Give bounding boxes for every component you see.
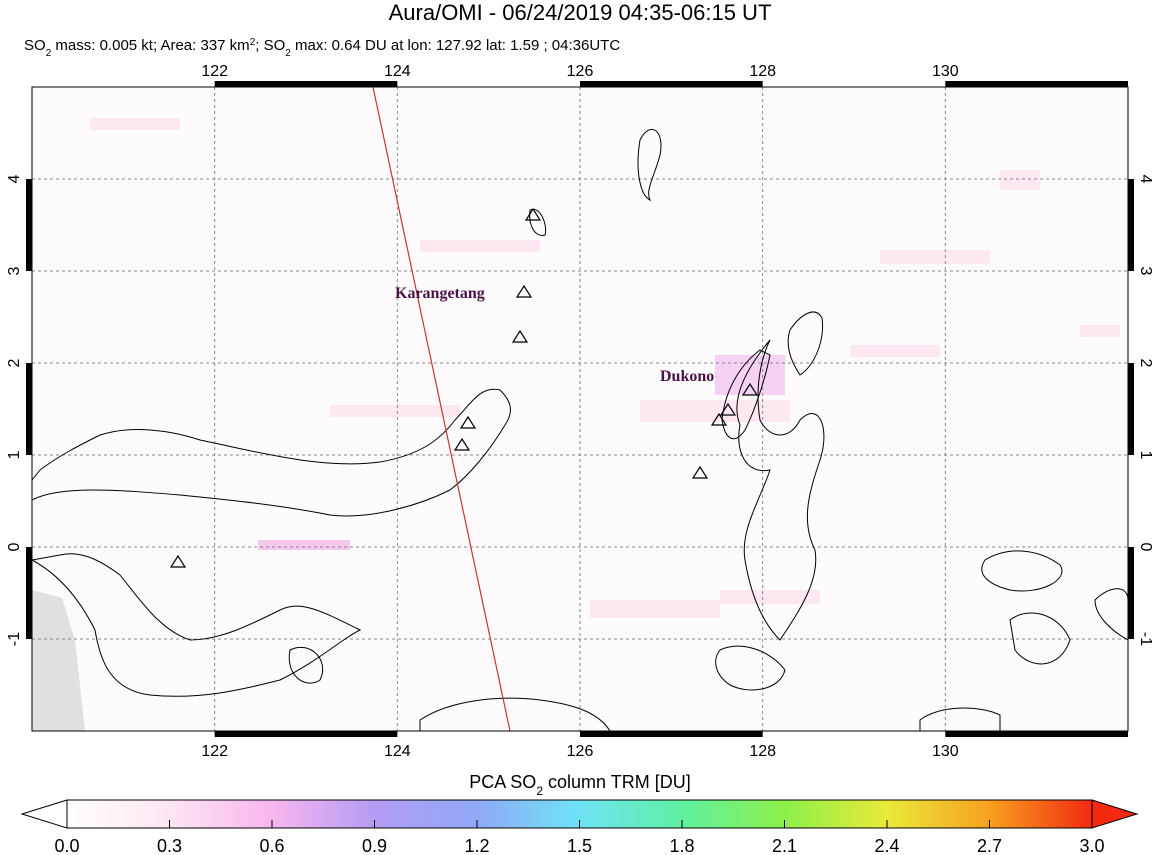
y-tick-label: 1 — [1137, 451, 1154, 460]
y-tick-label: 4 — [6, 174, 23, 183]
frame-bar — [580, 731, 763, 737]
y-tick-label: 0 — [1137, 543, 1154, 552]
x-tick-label: 126 — [567, 743, 594, 760]
x-tick-label: 122 — [201, 743, 228, 760]
frame-bar — [580, 81, 763, 87]
y-tick-label: -1 — [6, 632, 23, 646]
x-tick-label: 122 — [201, 63, 228, 80]
coastline — [1009, 612, 1071, 665]
coastline — [288, 646, 324, 684]
y-tick-label: 4 — [1137, 175, 1154, 184]
x-tick-label: 130 — [932, 63, 959, 80]
coastlines — [32, 128, 1128, 731]
colorbar-tick-label: 1.5 — [567, 836, 592, 855]
coastline — [529, 208, 547, 236]
coastline — [419, 697, 611, 731]
faint-retrievals — [90, 118, 1120, 618]
colorbar-under-arrow — [20, 799, 68, 829]
volcanoes: Karangetang Dukono — [169, 207, 759, 568]
frame-bar — [26, 179, 32, 271]
retrieval-pixel — [258, 540, 350, 550]
colorbar-label-part: column TRM [DU] — [543, 772, 691, 792]
no-data-area — [32, 590, 85, 731]
frame-bar — [214, 731, 398, 737]
y-tick-label: 2 — [1137, 359, 1154, 368]
coastline — [919, 707, 1001, 731]
y-tick-label: 1 — [6, 450, 23, 459]
x-tick-label: 124 — [384, 63, 411, 80]
colorbar-tick-label: 0.6 — [259, 836, 284, 855]
coastline — [32, 388, 511, 517]
frame-bar — [26, 547, 32, 639]
subtitle-part: SO — [24, 37, 46, 54]
colorbar-tick-label: 2.4 — [874, 836, 899, 855]
colorbar-tick-label: 1.8 — [669, 836, 694, 855]
frame-bar — [214, 81, 398, 87]
coastline — [721, 349, 771, 440]
frame-bars — [26, 81, 1134, 737]
y-tick-label: 0 — [6, 542, 23, 551]
coastline — [637, 128, 662, 202]
colorbar-tick-label: 1.2 — [464, 836, 489, 855]
frame-bar — [945, 81, 1128, 87]
colorbar-label-part: PCA SO — [469, 772, 536, 792]
title: Aura/OMI - 06/24/2019 04:35-06:15 UT — [389, 0, 772, 25]
subtitle: SO2 mass: 0.005 kt; Area: 337 km2; SO2 m… — [24, 37, 620, 59]
y-tick-label: 2 — [6, 358, 23, 367]
y-tick-label: -1 — [1137, 632, 1154, 646]
colorbar-tick-label: 3.0 — [1079, 836, 1104, 855]
subtitle-part: mass: 0.005 kt; Area: 337 km — [51, 37, 249, 54]
volcano-markers — [169, 207, 759, 568]
colorbar-label: PCA SO2 column TRM [DU] — [469, 772, 690, 798]
colorbar-tick-label: 0.9 — [362, 836, 387, 855]
subtitle-part: max: 0.64 DU at lon: 127.92 lat: 1.59 ; … — [291, 37, 621, 54]
coastline — [981, 550, 1063, 592]
frame-bar — [945, 731, 1128, 737]
coastline — [787, 311, 824, 376]
x-tick-label: 128 — [749, 63, 776, 80]
coastline — [32, 553, 362, 697]
x-tick-label: 124 — [384, 743, 411, 760]
orbit-track — [372, 87, 511, 731]
frame-bar — [26, 363, 32, 455]
frame-bar — [1128, 363, 1134, 455]
colorbar-over-arrow — [1091, 799, 1139, 829]
coastline — [1094, 588, 1128, 641]
colorbar-tick-label: 0.0 — [54, 836, 79, 855]
volcano-label: Dukono — [660, 368, 714, 385]
subtitle-part: 2 — [285, 48, 291, 59]
x-tick-label: 130 — [932, 743, 959, 760]
map: Karangetang Dukono — [32, 87, 1128, 731]
colorbar-ticks: 0.0 0.3 0.6 0.9 1.2 1.5 1.8 2.1 2.4 2.7 3.0 — [54, 820, 1105, 855]
y-tick-label: 3 — [6, 266, 23, 275]
frame-bar — [1128, 547, 1134, 639]
grid — [32, 87, 1128, 731]
colorbar-label-part: 2 — [536, 784, 543, 798]
subtitle-part: ; SO — [255, 37, 285, 54]
frame-bar — [1128, 179, 1134, 271]
x-tick-label: 128 — [749, 743, 776, 760]
subtitle-part: 2 — [46, 48, 52, 59]
y-tick-label: 3 — [1137, 267, 1154, 276]
x-tick-label: 126 — [567, 63, 594, 80]
volcano-label: Karangetang — [395, 285, 485, 302]
colorbar-tick-label: 2.7 — [977, 836, 1002, 855]
coastline — [736, 339, 825, 641]
coastline — [715, 645, 786, 691]
retrieval-pixel — [715, 355, 785, 395]
colorbar-tick-label: 2.1 — [772, 836, 797, 855]
subtitle-part: 2 — [250, 37, 256, 48]
colorbar-tick-label: 0.3 — [157, 836, 182, 855]
